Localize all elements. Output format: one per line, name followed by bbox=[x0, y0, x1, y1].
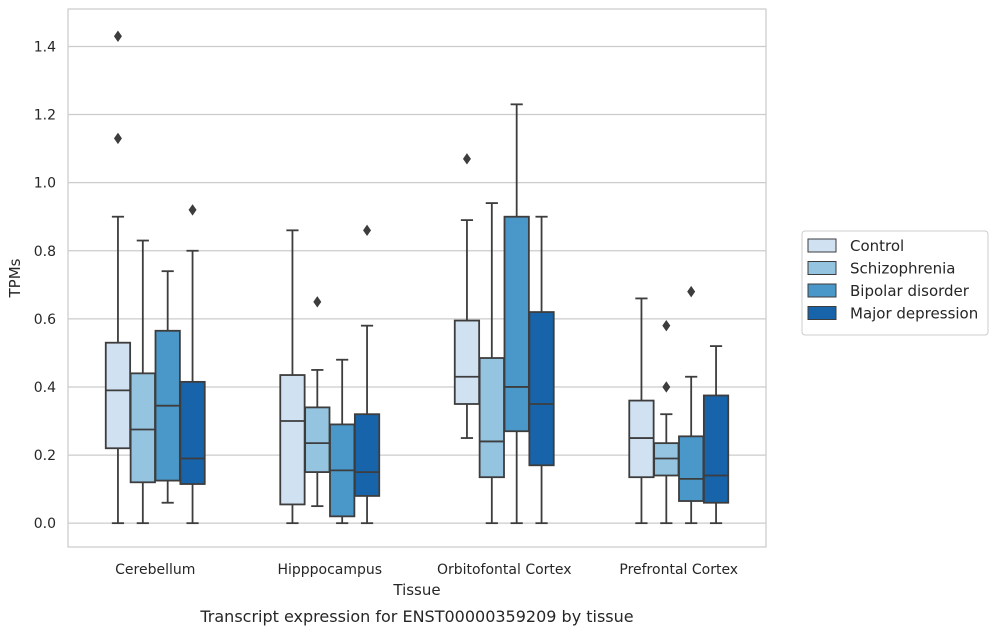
x-axis-ticks: Cerebellum Hipppocampus Orbitofontal Corte… bbox=[115, 562, 738, 578]
box-series bbox=[104, 30, 730, 525]
legend-swatch bbox=[807, 261, 837, 275]
box-iqr bbox=[678, 435, 705, 502]
box-group bbox=[279, 229, 306, 525]
outlier-point bbox=[188, 204, 197, 216]
outlier-point bbox=[113, 30, 122, 42]
box-iqr bbox=[503, 215, 530, 433]
outlier-point bbox=[662, 381, 671, 393]
box-group bbox=[179, 204, 206, 525]
box-iqr bbox=[304, 406, 331, 473]
legend-label: Control bbox=[850, 237, 904, 255]
legend-label: Schizophrenia bbox=[850, 260, 955, 278]
legend-swatch bbox=[807, 283, 837, 298]
box-group bbox=[678, 285, 705, 525]
x-tick-label: Cerebellum bbox=[115, 562, 195, 578]
legend: Control Schizophrenia Bipolar disorder Majo… bbox=[801, 230, 989, 336]
y-tick-label: 1.4 bbox=[34, 39, 56, 55]
legend-label: Bipolar disorder bbox=[850, 282, 970, 300]
y-tick-label: 1.0 bbox=[34, 176, 56, 192]
outlier-point bbox=[313, 296, 322, 308]
y-tick-label: 0.4 bbox=[34, 380, 56, 396]
y-tick-label: 0.8 bbox=[34, 244, 56, 260]
box-iqr bbox=[104, 341, 132, 450]
y-tick-label: 0.2 bbox=[34, 448, 56, 464]
box-group bbox=[129, 239, 156, 525]
outlier-point bbox=[662, 319, 671, 332]
box-iqr bbox=[453, 319, 481, 405]
y-axis-label: TPMs bbox=[6, 258, 24, 298]
legend-swatch bbox=[807, 306, 837, 320]
x-axis-label: Tissue bbox=[392, 581, 440, 599]
box-group bbox=[329, 358, 356, 525]
box-iqr bbox=[478, 357, 505, 479]
box-group bbox=[104, 30, 132, 525]
box-group bbox=[478, 202, 505, 525]
outlier-point bbox=[462, 153, 471, 165]
y-tick-label: 1.2 bbox=[34, 108, 56, 124]
box-group bbox=[628, 297, 655, 525]
chart-caption: Transcript expression for ENST0000035920… bbox=[199, 607, 633, 626]
outlier-point bbox=[687, 285, 696, 298]
x-tick-label: Hipppocampus bbox=[277, 562, 382, 578]
outlier-point bbox=[363, 224, 372, 237]
outlier-point bbox=[113, 132, 122, 145]
box-group bbox=[702, 345, 730, 525]
legend-frame bbox=[801, 230, 989, 336]
box-iqr bbox=[702, 394, 730, 504]
box-group bbox=[528, 215, 555, 525]
box-iqr bbox=[528, 311, 555, 467]
box-iqr bbox=[129, 372, 156, 484]
x-tick-label: Prefrontal Cortex bbox=[619, 562, 738, 578]
y-tick-label: 0.0 bbox=[34, 516, 56, 532]
box-group bbox=[503, 103, 530, 525]
box-group bbox=[353, 224, 381, 525]
plot-frame bbox=[67, 8, 767, 548]
y-axis-ticks: 0.0 0.2 0.4 0.6 0.8 1.0 1.2 1.4 bbox=[34, 39, 56, 532]
legend-label: Major depression bbox=[850, 305, 978, 323]
y-tick-label: 0.6 bbox=[34, 312, 56, 328]
box-group bbox=[154, 270, 181, 504]
box-iqr bbox=[353, 413, 381, 497]
box-iqr bbox=[279, 374, 306, 506]
box-iqr bbox=[179, 380, 206, 485]
legend-swatch bbox=[807, 238, 837, 253]
x-tick-label: Orbitofontal Cortex bbox=[437, 562, 572, 578]
